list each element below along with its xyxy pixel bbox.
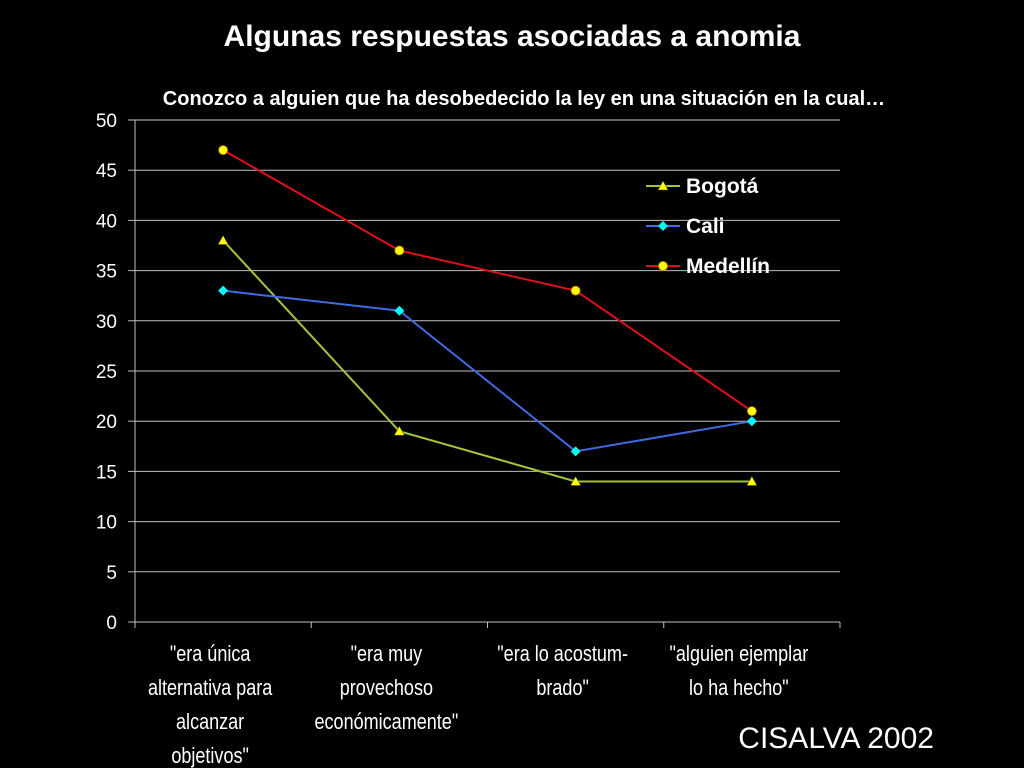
axes — [128, 119, 841, 628]
x-category-line: brado" — [536, 676, 589, 700]
legend: Bogotá Cali Medellín — [646, 175, 770, 278]
y-tick-label: 50 — [96, 111, 117, 132]
x-category-label: "alguien ejemplar lo ha hecho" — [670, 642, 809, 700]
legend-marker — [657, 180, 669, 191]
series-line — [222, 239, 752, 483]
y-tick-label: 30 — [96, 312, 117, 333]
data-point — [570, 285, 581, 296]
y-tick-labels: 0 5 10 15 20 25 30 35 40 45 50 — [96, 111, 117, 634]
y-tick-label: 25 — [96, 362, 117, 383]
y-tick-label: 35 — [96, 262, 117, 283]
data-point — [570, 446, 581, 457]
data-point — [394, 245, 405, 256]
y-tick-label: 0 — [106, 613, 117, 634]
chart-subtitle: Conozco a alguien que ha desobedecido la… — [162, 88, 886, 110]
y-tick-label: 15 — [96, 462, 117, 483]
data-point — [393, 425, 405, 436]
y-tick-label: 10 — [96, 513, 117, 534]
y-tick-label: 40 — [96, 211, 117, 232]
y-tick-label: 20 — [96, 412, 117, 433]
series-line — [222, 149, 753, 412]
x-category-line: "era única — [170, 642, 251, 666]
series-lines — [217, 145, 758, 486]
data-point — [746, 416, 757, 427]
data-point — [394, 305, 405, 316]
legend-label: Cali — [686, 215, 725, 238]
x-category-line: "era muy — [351, 642, 423, 666]
data-point — [746, 406, 757, 417]
data-point — [218, 145, 229, 156]
data-point — [570, 475, 582, 486]
x-category-labels: "era única alternativa para alcanzar objeti… — [148, 642, 809, 768]
data-point — [217, 234, 229, 245]
x-category-line: alcanzar — [176, 710, 244, 734]
legend-marker — [658, 221, 668, 231]
x-category-label: "era única alternativa para alcanzar objeti… — [148, 642, 273, 768]
series-line — [223, 289, 753, 453]
y-tick-label: 5 — [106, 563, 117, 584]
legend-marker — [658, 261, 668, 271]
legend-label: Bogotá — [686, 175, 759, 198]
legend-label: Medellín — [686, 255, 770, 278]
data-point — [746, 475, 758, 486]
y-tick-label: 45 — [96, 161, 117, 182]
x-category-line: lo ha hecho" — [689, 676, 789, 700]
x-category-line: objetivos" — [171, 744, 249, 768]
source-credit: CISALVA 2002 — [738, 722, 934, 755]
x-category-line: económicamente" — [315, 710, 459, 734]
x-category-label: "era lo acostum-brado" — [497, 642, 628, 700]
chart-title: Algunas respuestas asociadas a anomia — [223, 20, 801, 53]
data-point — [218, 285, 229, 296]
x-category-line: "alguien ejemplar — [670, 642, 809, 666]
x-category-line: "era lo acostum- — [497, 642, 628, 666]
x-category-label: "era muy provechoso económicamente" — [315, 642, 459, 734]
x-category-line: alternativa para — [148, 676, 273, 700]
x-category-line: provechoso — [340, 676, 433, 700]
